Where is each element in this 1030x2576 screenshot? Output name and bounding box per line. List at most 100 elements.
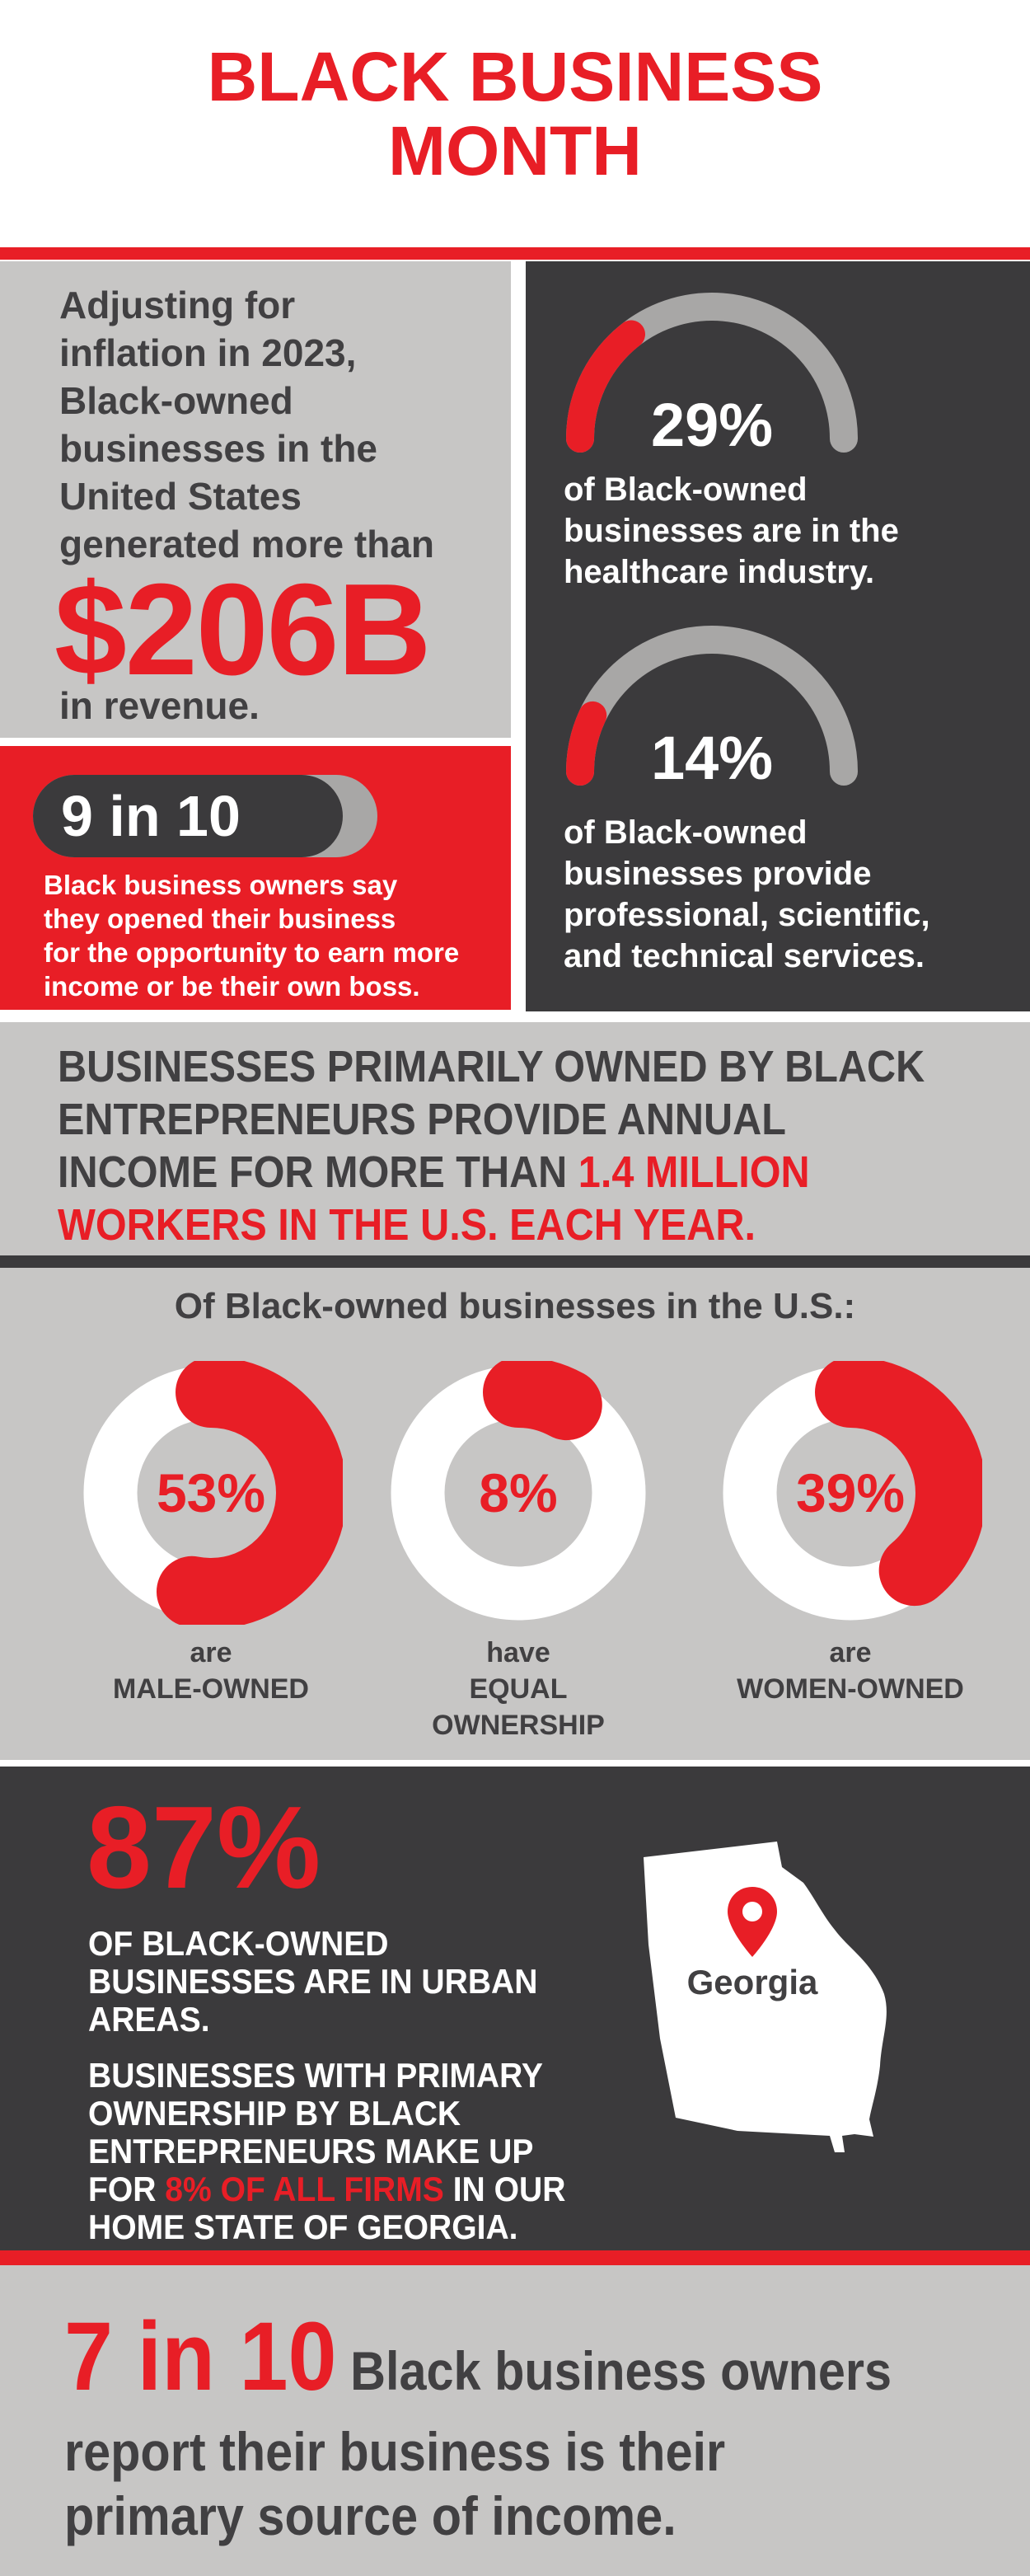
workers-band: BUSINESSES PRIMARILY OWNED BY BLACK ENTR… [0, 1022, 1030, 1255]
progress-pill-fill: 9 in 10 [33, 775, 344, 857]
income-line2: report their business is their [64, 2421, 726, 2482]
donut-value-arc [386, 1361, 650, 1625]
location-pin-icon [728, 1887, 777, 1957]
donut-women-owned-value: 39% [795, 1462, 906, 1523]
donut-male-owned-chart [79, 1361, 343, 1625]
donut-equal-ownership-chart [386, 1361, 650, 1625]
gauge-professional-chart [566, 626, 858, 786]
revenue-card-text: Adjusting for inflation in 2023, Black-o… [59, 281, 434, 568]
income-line3: primary source of income. [64, 2485, 677, 2546]
revenue-text-line: inflation in 2023, [59, 331, 357, 374]
revenue-text-line: United States [59, 475, 302, 518]
caption-line: income or be their own boss. [44, 971, 420, 1002]
revenue-amount: $206B [54, 557, 432, 702]
nine-in-ten-caption: Black business owners say they opened th… [44, 868, 459, 1003]
label-line: are [829, 1637, 872, 1668]
revenue-text-line: businesses in the [59, 427, 378, 470]
georgia-firms-paragraph: BUSINESSES WITH PRIMARY OWNERSHIP BY BLA… [88, 2057, 1030, 2246]
donut-equal-ownership: 8% [386, 1361, 650, 1625]
revenue-tail: in revenue. [59, 684, 260, 727]
paragraph-line: HOME STATE OF GEORGIA. [88, 2208, 518, 2246]
page-title: BLACK BUSINESS MONTH [0, 40, 1030, 188]
caption-line: they opened their business [44, 903, 396, 934]
revenue-card: Adjusting for inflation in 2023, Black-o… [0, 261, 511, 738]
georgia-state-silhouette [644, 1842, 887, 2152]
seven-in-ten-value: 7 in 10 [64, 2302, 337, 2411]
top-red-divider [0, 247, 1030, 260]
bottom-red-divider [0, 2250, 1030, 2265]
gauge-healthcare-chart [566, 293, 858, 453]
georgia-map-label: Georgia [687, 1963, 818, 2001]
line4-pre: FOR [88, 2170, 166, 2208]
label-line: EQUAL [469, 1673, 568, 1705]
caption-line: and technical services. [564, 938, 925, 974]
line4-post: IN OUR [443, 2170, 566, 2208]
gauge-healthcare-value: 29% [650, 391, 774, 459]
caption-line: for the opportunity to earn more [44, 937, 460, 968]
income-line1-rest: Black business owners [336, 2340, 892, 2401]
donut-male-owned: 53% [79, 1361, 343, 1625]
band-line3-dark: INCOME FOR MORE THAN [58, 1147, 578, 1197]
page-title-line2: MONTH [388, 112, 642, 190]
label-line: are [190, 1637, 232, 1668]
gauge-professional: 14% [550, 611, 873, 789]
donut-male-owned-value: 53% [156, 1462, 266, 1523]
paragraph-line: ENTREPRENEURS MAKE UP [88, 2132, 534, 2170]
paragraph-line: BUSINESSES ARE IN URBAN [88, 1962, 538, 2001]
gauge-healthcare-caption: of Black-owned businesses are in the hea… [564, 469, 899, 593]
caption-line: professional, scientific, [564, 897, 930, 933]
georgia-section: 87% OF BLACK-OWNED BUSINESSES ARE IN URB… [0, 1767, 1030, 2250]
caption-line: Black business owners say [44, 870, 398, 900]
nine-in-ten-card: 9 in 10 Black business owners say they o… [0, 746, 511, 1010]
workers-band-text: BUSINESSES PRIMARILY OWNED BY BLACK ENTR… [58, 1040, 1030, 1251]
revenue-text-line: generated more than [59, 523, 434, 565]
donut-value-arc [79, 1361, 343, 1625]
gauge-professional-value: 14% [650, 724, 774, 792]
ownership-section: Of Black-owned businesses in the U.S.: 5… [0, 1268, 1030, 1760]
caption-line: of Black-owned [564, 472, 808, 508]
urban-pct: 87% [87, 1782, 321, 1913]
donut-women-owned: 39% [719, 1361, 982, 1625]
page-title-line1: BLACK BUSINESS [207, 38, 823, 115]
urban-paragraph: OF BLACK-OWNED BUSINESSES ARE IN URBAN A… [88, 1925, 1030, 2039]
section-divider [0, 1255, 1030, 1268]
paragraph-line: OWNERSHIP BY BLACK [88, 2094, 461, 2133]
gauge-value-arc [566, 626, 858, 786]
industry-stats-card: 29% of Black-owned businesses are in the… [526, 261, 1030, 1011]
label-line: OWNERSHIP [432, 1710, 605, 1741]
georgia-map-shape: Georgia [644, 1842, 887, 2152]
donut-male-owned-label: are MALE-OWNED [63, 1635, 359, 1707]
gauge-healthcare: 29% [550, 278, 873, 456]
donut-equal-ownership-label: have EQUAL OWNERSHIP [370, 1635, 667, 1743]
progress-pill-track: 9 in 10 [33, 775, 377, 857]
ownership-heading: Of Black-owned businesses in the U.S.: [174, 1286, 856, 1326]
gauge-professional-caption: of Black-owned businesses provide profes… [564, 812, 930, 977]
donut-women-owned-label: are WOMEN-OWNED [702, 1635, 999, 1707]
caption-line: businesses are in the [564, 513, 899, 549]
primary-income-section: 7 in 10 Black business owners report the… [0, 2265, 1030, 2576]
donut-women-owned-chart [719, 1361, 982, 1625]
caption-line: businesses provide [564, 856, 872, 892]
caption-line: healthcare industry. [564, 554, 875, 590]
line4-red: 8% OF ALL FIRMS [165, 2170, 444, 2208]
band-line3-red: 1.4 MILLION [578, 1147, 810, 1197]
band-line: BUSINESSES PRIMARILY OWNED BY BLACK [58, 1042, 925, 1091]
paragraph-line: FOR 8% OF ALL FIRMS IN OUR [88, 2170, 1030, 2208]
paragraph-line: BUSINESSES WITH PRIMARY [88, 2056, 543, 2095]
label-line: MALE-OWNED [113, 1673, 309, 1705]
paragraph-line: AREAS. [88, 2000, 210, 2039]
label-line: WOMEN-OWNED [737, 1673, 964, 1705]
band-line: ENTREPRENEURS PROVIDE ANNUAL [58, 1095, 786, 1144]
band-line4-red: WORKERS IN THE U.S. EACH YEAR. [58, 1200, 756, 1250]
caption-line: of Black-owned [564, 814, 808, 851]
donut-value-arc [719, 1361, 982, 1625]
paragraph-line: OF BLACK-OWNED [88, 1924, 389, 1963]
label-line: have [486, 1637, 550, 1668]
donut-equal-ownership-value: 8% [479, 1462, 558, 1523]
income-line1: 7 in 10 Black business owners [64, 2308, 1030, 2419]
georgia-map: Georgia [639, 1837, 915, 2163]
band-line: INCOME FOR MORE THAN 1.4 MILLION [58, 1146, 1030, 1199]
primary-income-text: 7 in 10 Black business owners report the… [64, 2308, 1030, 2548]
progress-pill-value: 9 in 10 [61, 784, 241, 848]
